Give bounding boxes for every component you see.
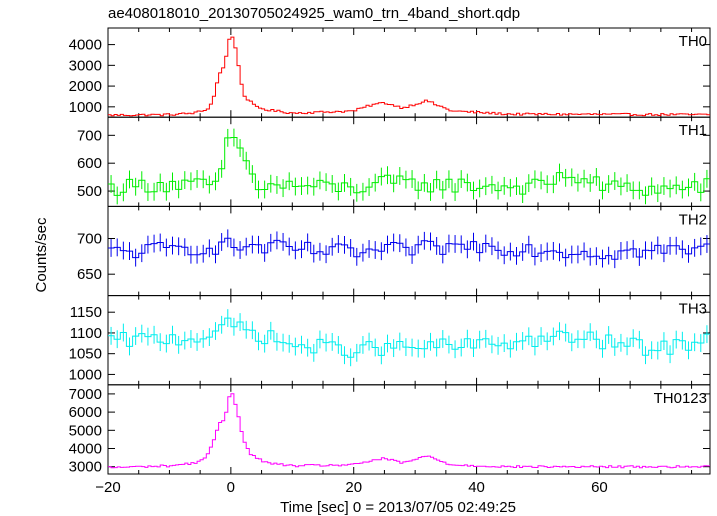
x-tick-label: 60 [591, 479, 608, 496]
series-line [108, 137, 710, 196]
y-tick-label: 600 [77, 155, 102, 172]
y-tick-label: 1000 [69, 366, 102, 383]
x-tick-label: 0 [227, 479, 235, 496]
y-tick-label: 700 [77, 231, 102, 248]
chart-title: ae408018010_20130705024925_wam0_trn_4ban… [108, 5, 520, 22]
y-tick-label: 4000 [69, 37, 102, 54]
panel-label: TH3 [679, 301, 707, 318]
y-tick-label: 3000 [69, 459, 102, 476]
y-tick-label: 4000 [69, 441, 102, 458]
y-tick-label: 1050 [69, 346, 102, 363]
panel-frame [107, 295, 711, 386]
x-axis-title: Time [sec] 0 = 2013/07/05 02:49:25 [280, 499, 516, 516]
y-tick-label: 2000 [69, 78, 102, 95]
y-tick-label: 500 [77, 183, 102, 200]
y-tick-label: 1000 [69, 99, 102, 116]
series-line [108, 36, 710, 117]
x-tick-label: 20 [345, 479, 362, 496]
chart-panels: TH01000200030004000TH1500600700TH2650700… [69, 27, 711, 496]
panel-frame [107, 384, 711, 475]
y-tick-label: 1100 [70, 325, 102, 342]
x-tick-label: 40 [468, 479, 485, 496]
panel-frame [107, 27, 711, 118]
y-tick-label: 6000 [69, 404, 102, 421]
y-tick-label: 650 [77, 266, 102, 283]
y-tick-label: 5000 [69, 422, 102, 439]
panel-label: TH0 [679, 33, 707, 50]
y-tick-label: 1150 [70, 304, 102, 321]
y-tick-label: 3000 [69, 57, 102, 74]
y-tick-label: 7000 [69, 386, 102, 403]
panel-label: TH2 [679, 211, 707, 228]
x-tick-label: −20 [95, 479, 120, 496]
panel-label: TH0123 [654, 390, 707, 407]
panel-frame [107, 116, 711, 207]
y-axis-title: Counts/sec [33, 217, 50, 293]
series-line [108, 237, 710, 260]
series-line [108, 317, 710, 358]
series-line [108, 393, 710, 469]
y-tick-label: 700 [77, 127, 102, 144]
panel-label: TH1 [679, 122, 707, 139]
